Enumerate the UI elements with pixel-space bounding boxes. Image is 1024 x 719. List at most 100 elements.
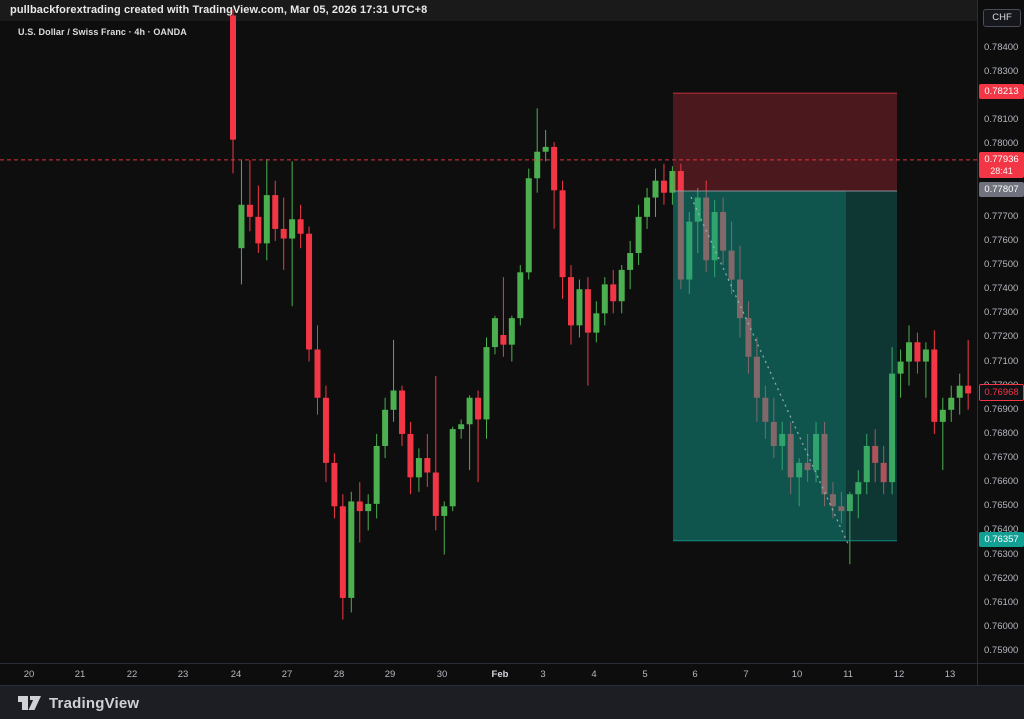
candle: [280, 197, 287, 270]
time-tick-label: 28: [333, 669, 345, 680]
candle: [399, 385, 405, 446]
candle: [483, 337, 490, 439]
candle: [289, 161, 296, 307]
candle: [365, 494, 372, 531]
tradingview-logo[interactable]: TradingView: [18, 695, 139, 712]
time-tick-label: 27: [281, 669, 293, 680]
price-tick-label: 0.78300: [984, 66, 1019, 78]
candle: [551, 142, 558, 229]
candle: [255, 185, 262, 254]
candle: [382, 397, 389, 459]
price-tick-label: 0.76900: [984, 403, 1019, 415]
candle: [238, 160, 245, 285]
last-price-label: 0.76968: [979, 384, 1024, 402]
candle: [880, 445, 887, 495]
bar-countdown: 28:41: [990, 165, 1013, 176]
time-tick-label: 7: [743, 669, 749, 680]
candle: [593, 301, 600, 343]
candle: [339, 494, 346, 620]
candle: [956, 373, 963, 415]
time-tick-label: Feb: [491, 669, 509, 680]
price-tick-label: 0.76500: [984, 500, 1019, 512]
price-tick-label: 0.76600: [984, 476, 1019, 488]
attribution-bar: [0, 0, 1024, 21]
candle: [525, 168, 532, 280]
price-tick-label: 0.77600: [984, 234, 1019, 246]
candle: [441, 501, 448, 555]
time-tick-label: 12: [893, 669, 905, 680]
candle: [390, 339, 397, 422]
candle: [948, 385, 955, 422]
time-tick-label: 4: [591, 669, 597, 680]
candle: [906, 325, 912, 386]
candle: [508, 315, 515, 362]
time-tick-label: 11: [843, 669, 853, 680]
candle: [644, 187, 651, 229]
candle: [939, 397, 946, 471]
candle: [331, 453, 338, 519]
price-tick-label: 0.77100: [984, 355, 1019, 367]
candle: [517, 265, 524, 326]
tradingview-logo-icon: [18, 696, 41, 710]
candle: [601, 277, 608, 326]
reward-zone[interactable]: [673, 191, 846, 541]
price-tick-label: 0.76000: [984, 620, 1019, 632]
candle: [635, 204, 642, 266]
price-axis[interactable]: CHF 0.78400 0.78300 0.78100 0.78000 0.77700 0…: [977, 0, 1024, 663]
candle: [922, 342, 929, 398]
candle: [491, 315, 498, 355]
candle: [424, 433, 431, 487]
candle: [872, 429, 879, 483]
candle: [610, 269, 617, 314]
candle: [542, 130, 549, 162]
time-tick-label: 30: [436, 669, 448, 680]
time-tick-label: 5: [642, 669, 648, 680]
candle: [855, 470, 862, 519]
candle: [500, 277, 507, 357]
currency-toggle-button[interactable]: CHF: [983, 9, 1021, 27]
take-profit-price-label: 0.76357: [979, 531, 1024, 547]
price-tick-label: 0.76700: [984, 452, 1019, 464]
candle: [306, 226, 313, 362]
candle: [230, 9, 236, 174]
risk-zone[interactable]: [673, 93, 897, 192]
axis-corner: [977, 663, 1024, 686]
candle: [568, 265, 574, 345]
candle: [889, 347, 896, 495]
candle: [931, 330, 938, 434]
price-tick-label: 0.75900: [984, 645, 1019, 656]
candle: [534, 108, 541, 193]
entry-price-label: 0.77807: [979, 182, 1024, 198]
price-tick-label: 0.78100: [984, 114, 1019, 126]
price-tick-label: 0.76100: [984, 596, 1019, 608]
short-position-tool[interactable]: [673, 92, 897, 547]
candle: [297, 204, 304, 249]
time-tick-label: 3: [540, 669, 546, 680]
candle: [559, 180, 566, 299]
attribution-text: pullbackforextrading created with Tradin…: [10, 4, 428, 16]
time-axis[interactable]: 20 21 22 23 24 27 28 29 30 Feb 3 4 5 6 7 10 11 12 13: [0, 663, 977, 686]
candle: [914, 332, 921, 374]
candle: [965, 339, 972, 410]
price-tick-label: 0.78000: [984, 138, 1019, 150]
symbol-legend[interactable]: U.S. Dollar / Swiss Franc · 4h · OANDA: [18, 27, 187, 37]
price-tick-label: 0.77400: [984, 283, 1019, 295]
candle: [458, 419, 465, 439]
time-tick-label: 23: [177, 669, 189, 680]
price-tick-label: 0.76800: [984, 427, 1019, 439]
candle: [356, 482, 363, 543]
price-tick-label: 0.77300: [984, 307, 1019, 319]
tradingview-wordmark: TradingView: [49, 694, 140, 712]
candle: [618, 265, 625, 314]
price-tick-label: 0.77200: [984, 331, 1019, 343]
candle: [246, 160, 253, 232]
candle: [897, 349, 904, 398]
time-tick-label: 21: [74, 669, 86, 680]
time-tick-label: 24: [230, 669, 242, 680]
candle: [407, 421, 414, 495]
reward-zone-extension[interactable]: [846, 191, 897, 541]
candle: [449, 426, 456, 512]
candle: [863, 433, 870, 495]
